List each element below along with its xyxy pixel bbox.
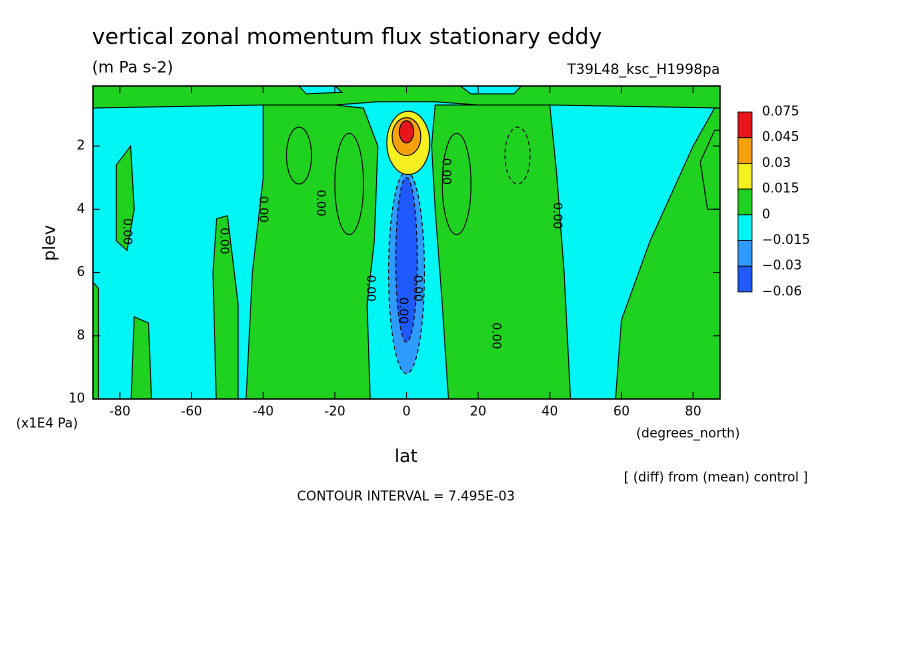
colorbar-box (737, 188, 753, 216)
y-tick-label: 8 (77, 328, 85, 343)
x-tick-label: 40 (542, 405, 559, 420)
contour-region (395, 177, 418, 343)
colorbar-label: −0.03 (762, 259, 802, 274)
contour-region (431, 104, 572, 399)
contour-label: 0.00 (439, 158, 453, 185)
contour-region (93, 281, 99, 399)
y-tick-label: 2 (77, 139, 85, 154)
y-tick-label: 6 (77, 265, 85, 280)
contour-region (298, 86, 344, 95)
contour-region (130, 316, 152, 399)
contour-line (504, 126, 531, 185)
colorbar-label: 0.03 (762, 156, 791, 171)
contour-label: 0.00 (217, 228, 231, 255)
contour-line (334, 132, 365, 236)
contour-region (699, 129, 720, 210)
contour-label: 0.00 (121, 218, 135, 245)
contour-region (245, 104, 379, 399)
colorbar-box (737, 162, 753, 190)
contour-label: 0.00 (257, 196, 271, 223)
colorbar-label: 0.045 (762, 130, 799, 145)
y-axis-label: plev (40, 225, 60, 261)
colorbar-box (737, 240, 753, 267)
contour-region (212, 214, 239, 399)
x-tick-label: 0 (402, 405, 410, 420)
colorbar-label: −0.015 (762, 233, 810, 248)
colorbar-label: −0.06 (762, 284, 802, 299)
x-axis-label: lat (394, 446, 417, 467)
x-tick-label: -60 (181, 405, 202, 420)
x-tick-label: 80 (685, 405, 702, 420)
contour-label: 0.00 (411, 275, 425, 302)
colorbar-box (737, 214, 753, 241)
x-tick-label: -80 (109, 405, 130, 420)
contour-label: 0.00 (314, 190, 328, 217)
colorbar-label: 0.075 (762, 105, 799, 120)
colorbar-box (737, 111, 753, 139)
contour-label: 0.00 (396, 297, 410, 324)
contour-line (285, 126, 313, 185)
x-tick-label: 20 (470, 405, 487, 420)
colorbar-label: 0 (762, 207, 770, 222)
y-axis-unit: (x1E4 Pa) (16, 417, 78, 432)
contour-region (614, 107, 720, 399)
contour-line (441, 132, 472, 236)
x-tick-label: -40 (253, 405, 274, 420)
contour-region (398, 120, 415, 144)
contour-region (459, 86, 522, 95)
run-label: T39L48_ksc_H1998pa (566, 62, 720, 78)
contour-region (115, 144, 135, 252)
chart-subtitle: (m Pa s-2) (92, 58, 173, 77)
contour-interval: CONTOUR INTERVAL = 7.495E-03 (297, 490, 515, 505)
note: [ (diff) from (mean) control ] (624, 471, 808, 486)
y-tick-label: 4 (77, 202, 85, 217)
chart-title: vertical zonal momentum flux stationary … (92, 25, 602, 50)
contour-label: 0.00 (550, 202, 564, 229)
contour-region (93, 86, 720, 109)
colorbar-box (737, 265, 753, 293)
x-axis-unit: (degrees_north) (636, 427, 740, 442)
y-tick-label: 10 (68, 392, 85, 407)
contour-label: 0.00 (364, 275, 378, 302)
contour-label: 0.00 (490, 322, 504, 349)
x-tick-label: -20 (324, 405, 345, 420)
x-tick-label: 60 (613, 405, 630, 420)
colorbar-box (737, 137, 753, 164)
contour-field: 0.00 0.000.00 0.000.00 0.000.000.000.000.00 (93, 86, 720, 399)
colorbar-label: 0.015 (762, 182, 799, 197)
